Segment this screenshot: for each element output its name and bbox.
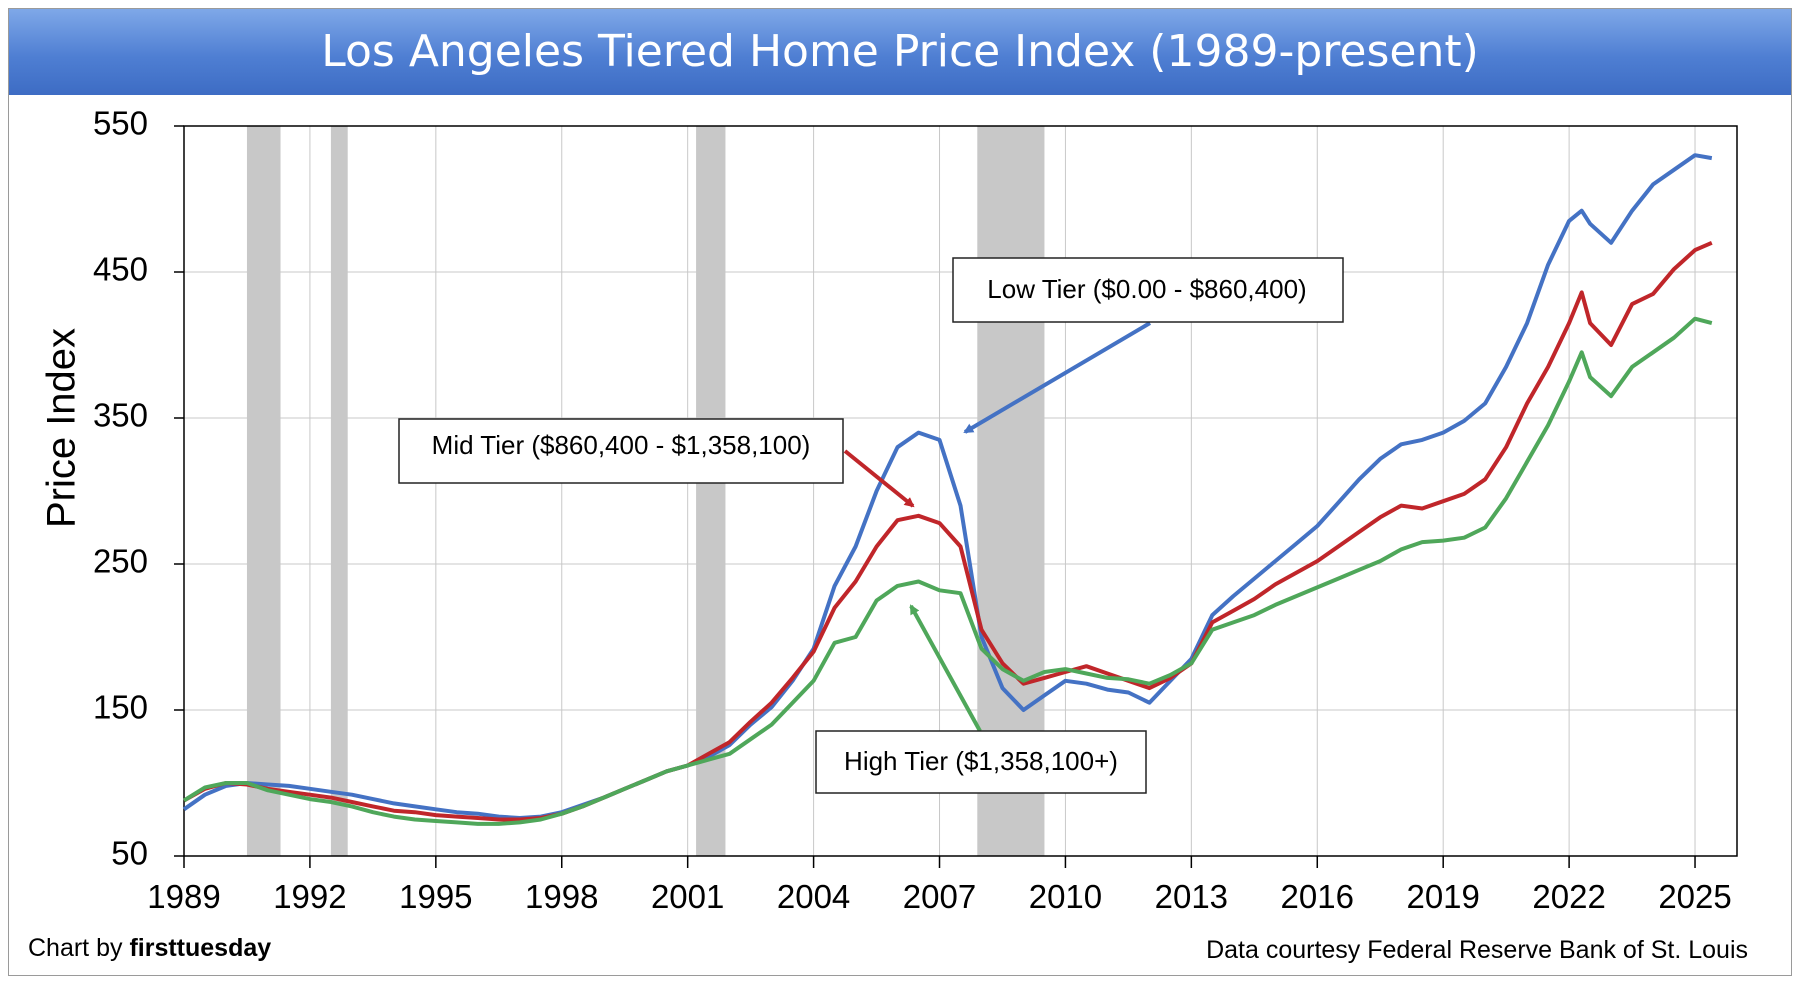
y-tick-label: 250 — [93, 543, 148, 580]
series-line-low-tier — [182, 153, 1713, 820]
recession-band-2 — [330, 126, 348, 856]
y-axis-title: Price Index — [40, 328, 84, 528]
x-tick-label: 1989 — [147, 878, 220, 915]
credit-brand: firsttuesday — [129, 934, 272, 962]
x-tick-label: 2010 — [1029, 878, 1102, 915]
x-tick-label: 2016 — [1281, 878, 1354, 915]
x-tick-label: 2001 — [651, 878, 724, 915]
series-line-high-tier — [182, 316, 1713, 826]
y-tick-label: 350 — [93, 397, 148, 434]
high-tier-label: High Tier ($1,358,100+) — [844, 746, 1118, 776]
data-source: Data courtesy Federal Reserve Bank of St… — [1206, 936, 1748, 964]
high-tier-arrow — [909, 604, 982, 732]
recession-band-1 — [246, 126, 281, 856]
mid-tier-label-box — [398, 418, 844, 484]
x-tick-label: 2013 — [1155, 878, 1228, 915]
chart-frame — [8, 8, 1792, 976]
x-tick-label: 2025 — [1658, 878, 1731, 915]
mid-tier-arrow — [843, 449, 915, 508]
x-tick-label: 1998 — [525, 878, 598, 915]
recession-bands — [246, 126, 1045, 856]
x-tick-label: 2004 — [777, 878, 850, 915]
mid-tier-label: Mid Tier ($860,400 - $1,358,100) — [432, 430, 811, 460]
high-tier-label-box — [815, 730, 1147, 794]
y-tick-label: 450 — [93, 251, 148, 288]
low-tier-label-box — [952, 257, 1344, 323]
chart-title: Los Angeles Tiered Home Price Index (198… — [9, 9, 1791, 95]
low-tier-label: Low Tier ($0.00 - $860,400) — [987, 274, 1306, 304]
credit-prefix: Chart by — [28, 934, 123, 962]
series-lines — [182, 153, 1713, 826]
chart-credit: Chart by firsttuesday — [28, 934, 271, 963]
axes: 50 150 250 350 450 550 1989 1992 1995 1998 2001 200… — [93, 105, 1732, 915]
y-tick-label: 150 — [93, 689, 148, 726]
low-tier-arrow — [963, 321, 1152, 434]
x-tick-label: 2007 — [903, 878, 976, 915]
y-tick-label: 550 — [93, 105, 148, 142]
annotations: Low Tier ($0.00 - $860,400) Mid Tier ($86… — [398, 257, 1344, 794]
x-tick-label: 2022 — [1532, 878, 1605, 915]
y-tick-label: 50 — [111, 835, 148, 872]
series-line-mid-tier — [183, 240, 1713, 822]
x-tick-label: 1995 — [399, 878, 472, 915]
x-tick-label: 1992 — [273, 878, 346, 915]
gridlines — [183, 125, 1738, 857]
plot-border — [183, 125, 1738, 857]
recession-band-3 — [696, 126, 726, 856]
x-tick-label: 2019 — [1406, 878, 1479, 915]
